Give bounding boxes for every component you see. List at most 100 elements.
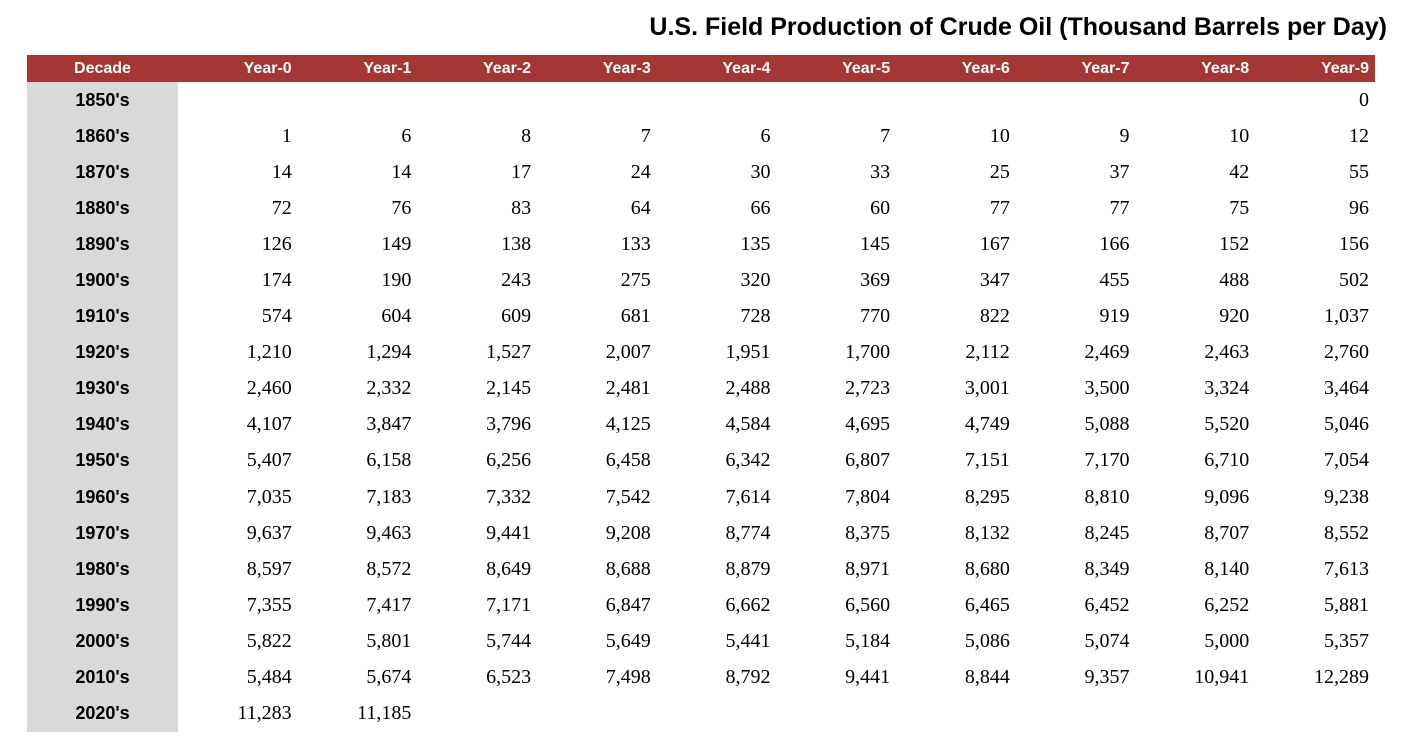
- value-cell: [178, 82, 298, 118]
- value-cell: 3,001: [964, 377, 1010, 400]
- value-cell: 9,637: [246, 521, 292, 544]
- value-cell: 681: [620, 305, 651, 328]
- value-cell: 8,810: [1084, 485, 1130, 508]
- value-cell: 9,441: [845, 666, 891, 689]
- value-cell: 83: [511, 196, 532, 219]
- decade-label: 2010's: [27, 659, 178, 696]
- value-cell: 25: [989, 160, 1010, 183]
- value-cell: 9,441: [486, 521, 532, 544]
- value-cell: 6,458: [605, 449, 651, 472]
- value-cell: [298, 82, 418, 118]
- value-cell: 2,463: [1204, 341, 1250, 364]
- value-cell: 14: [391, 160, 412, 183]
- value-cell: 167: [979, 232, 1010, 255]
- value-cell: 1,037: [1324, 305, 1369, 328]
- value-cell: 609: [501, 305, 532, 328]
- value-cell: 8,971: [845, 557, 891, 580]
- value-cell: 17: [511, 160, 532, 183]
- value-cell: 33: [870, 160, 891, 183]
- value-cell: 8,649: [486, 557, 532, 580]
- value-cell: 7,417: [366, 593, 412, 616]
- value-cell: 8,688: [605, 557, 651, 580]
- value-cell: 1,527: [486, 341, 532, 364]
- decade-label: 1890's: [27, 226, 178, 263]
- value-cell: 9,238: [1324, 485, 1369, 508]
- value-cell: [1016, 696, 1136, 732]
- value-cell: 8,680: [964, 557, 1010, 580]
- value-cell: 6,465: [964, 593, 1010, 616]
- value-cell: 77: [1109, 196, 1130, 219]
- decade-label: 1970's: [27, 515, 178, 552]
- value-cell: 3,500: [1084, 377, 1130, 400]
- column-header-year-4: Year-4: [656, 55, 777, 82]
- value-cell: 5,674: [366, 666, 412, 689]
- value-cell: 919: [1099, 305, 1130, 328]
- value-cell: 2,488: [725, 377, 771, 400]
- value-cell: 37: [1109, 160, 1130, 183]
- value-cell: [417, 696, 537, 732]
- value-cell: 0: [1359, 88, 1369, 111]
- table-row: 1990's 7,355 7,417 7,171 6,847 6,662 6,560 6,46…: [27, 587, 1375, 624]
- value-cell: 822: [979, 305, 1010, 328]
- value-cell: 6,662: [725, 593, 771, 616]
- table-row: 2000's 5,822 5,801 5,744 5,649 5,441 5,184 5,08…: [27, 623, 1375, 660]
- value-cell: 2,112: [965, 341, 1010, 364]
- value-cell: 77: [989, 196, 1010, 219]
- value-cell: 8,132: [964, 521, 1010, 544]
- table-row: 1950's 5,407 6,158 6,256 6,458 6,342 6,807 7,15…: [27, 442, 1375, 480]
- value-cell: 156: [1339, 232, 1369, 255]
- table-row: 2010's 5,484 5,674 6,523 7,498 8,792 9,441 8,84…: [27, 659, 1375, 696]
- decade-label: 1860's: [27, 118, 178, 155]
- decade-label: 1880's: [27, 190, 178, 227]
- value-cell: 5,074: [1084, 629, 1130, 652]
- value-cell: 9,096: [1204, 485, 1250, 508]
- value-cell: 4,695: [845, 413, 891, 436]
- table-row: 1900's 174 190 243 275 320 369 347 455 488 502: [27, 262, 1375, 299]
- value-cell: 1: [281, 124, 292, 147]
- value-cell: 8,844: [964, 666, 1010, 689]
- value-cell: 30: [750, 160, 771, 183]
- value-cell: 55: [1349, 160, 1369, 183]
- value-cell: 4,749: [964, 413, 1010, 436]
- value-cell: 174: [261, 269, 292, 292]
- value-cell: [776, 696, 896, 732]
- decade-label: 1920's: [27, 334, 178, 371]
- column-header-decade: Decade: [27, 55, 178, 82]
- table-row: 1850's 0: [27, 82, 1375, 119]
- value-cell: 243: [501, 269, 532, 292]
- column-header-year-8: Year-8: [1135, 55, 1256, 82]
- value-cell: 7,542: [605, 485, 651, 508]
- value-cell: [417, 82, 537, 118]
- value-cell: 138: [501, 232, 532, 255]
- decade-label: 1960's: [27, 479, 178, 516]
- value-cell: 8,375: [845, 521, 891, 544]
- decade-label: 1850's: [27, 82, 178, 119]
- value-cell: 3,796: [486, 413, 532, 436]
- table-body: 1850's 0 1860's 1 6 8 7 6 7 10 9 10 12 1870's 14 14 17 24…: [27, 82, 1375, 732]
- decade-label: 2000's: [27, 623, 178, 660]
- value-cell: 24: [630, 160, 651, 183]
- value-cell: 5,801: [366, 629, 412, 652]
- value-cell: 7,613: [1324, 557, 1369, 580]
- value-cell: [537, 82, 657, 118]
- decade-label: 1940's: [27, 406, 178, 443]
- value-cell: 9: [1119, 124, 1130, 147]
- value-cell: 3,464: [1324, 377, 1369, 400]
- value-cell: 5,822: [246, 629, 292, 652]
- value-cell: 75: [1229, 196, 1250, 219]
- decade-label: 1990's: [27, 587, 178, 624]
- decade-label: 1980's: [27, 551, 178, 588]
- table-row: 1920's 1,210 1,294 1,527 2,007 1,951 1,700 2,11…: [27, 334, 1375, 371]
- value-cell: 10: [1229, 124, 1250, 147]
- value-cell: 2,007: [605, 341, 651, 364]
- value-cell: 152: [1219, 232, 1250, 255]
- value-cell: 135: [740, 232, 771, 255]
- value-cell: 5,484: [246, 666, 292, 689]
- column-header-year-5: Year-5: [776, 55, 897, 82]
- value-cell: 8,572: [366, 557, 412, 580]
- value-cell: 7,332: [486, 485, 532, 508]
- value-cell: 275: [620, 269, 651, 292]
- table-row: 1910's 574 604 609 681 728 770 822 919 920 1,037: [27, 298, 1375, 335]
- value-cell: 7,614: [725, 485, 771, 508]
- value-cell: 728: [740, 305, 771, 328]
